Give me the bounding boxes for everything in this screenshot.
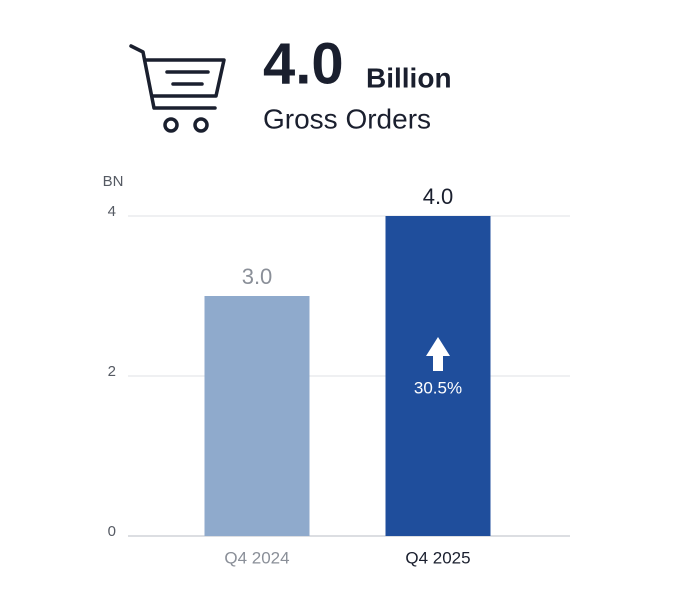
y-tick-label: 2 — [108, 363, 116, 380]
value-label: 3.0 — [242, 264, 273, 289]
headline-unit: Billion — [366, 62, 452, 93]
x-tick-label: Q4 2024 — [224, 548, 289, 567]
y-tick-label: 4 — [108, 203, 116, 220]
bar — [385, 216, 491, 536]
headline-value: 4.0 — [263, 31, 344, 96]
value-label: 4.0 — [423, 184, 454, 209]
y-tick-label: 0 — [108, 523, 116, 540]
x-tick-label: Q4 2025 — [405, 548, 470, 567]
headline-label: Gross Orders — [263, 103, 431, 134]
growth-annotation: 30.5% — [414, 378, 462, 397]
bar — [204, 296, 310, 536]
y-unit: BN — [103, 173, 124, 190]
arrow-icon — [426, 337, 450, 371]
cart-icon — [129, 44, 226, 133]
